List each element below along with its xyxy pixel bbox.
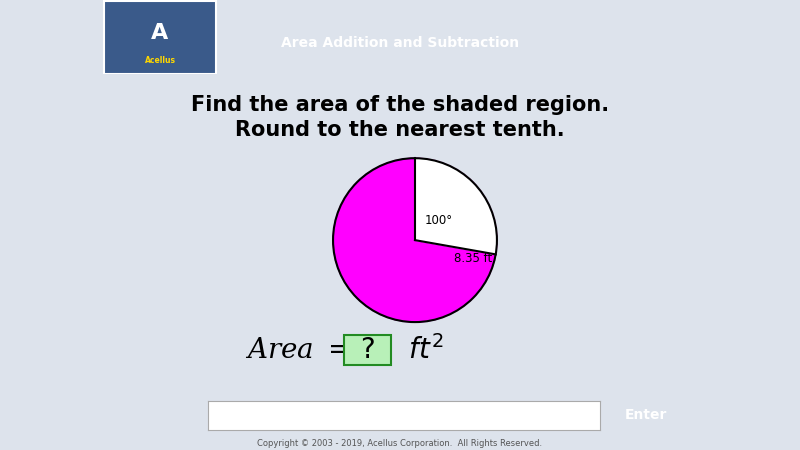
Text: ?: ?	[360, 336, 375, 364]
Text: Acellus: Acellus	[145, 56, 175, 65]
Text: Enter: Enter	[625, 408, 667, 422]
Circle shape	[333, 158, 497, 322]
Text: Find the area of the shaded region.: Find the area of the shaded region.	[191, 95, 609, 115]
FancyBboxPatch shape	[344, 335, 391, 365]
Text: Round to the nearest tenth.: Round to the nearest tenth.	[235, 120, 565, 140]
Text: 100°: 100°	[425, 214, 453, 227]
Text: Area $=$: Area $=$	[245, 337, 350, 364]
FancyBboxPatch shape	[104, 1, 216, 73]
Text: $ft^2$: $ft^2$	[400, 335, 444, 365]
Wedge shape	[415, 158, 497, 254]
Text: A: A	[151, 23, 169, 43]
Text: 8.35 ft: 8.35 ft	[454, 252, 492, 266]
Text: Area Addition and Subtraction: Area Addition and Subtraction	[281, 36, 519, 50]
Text: Copyright © 2003 - 2019, Acellus Corporation.  All Rights Reserved.: Copyright © 2003 - 2019, Acellus Corpora…	[258, 439, 542, 448]
